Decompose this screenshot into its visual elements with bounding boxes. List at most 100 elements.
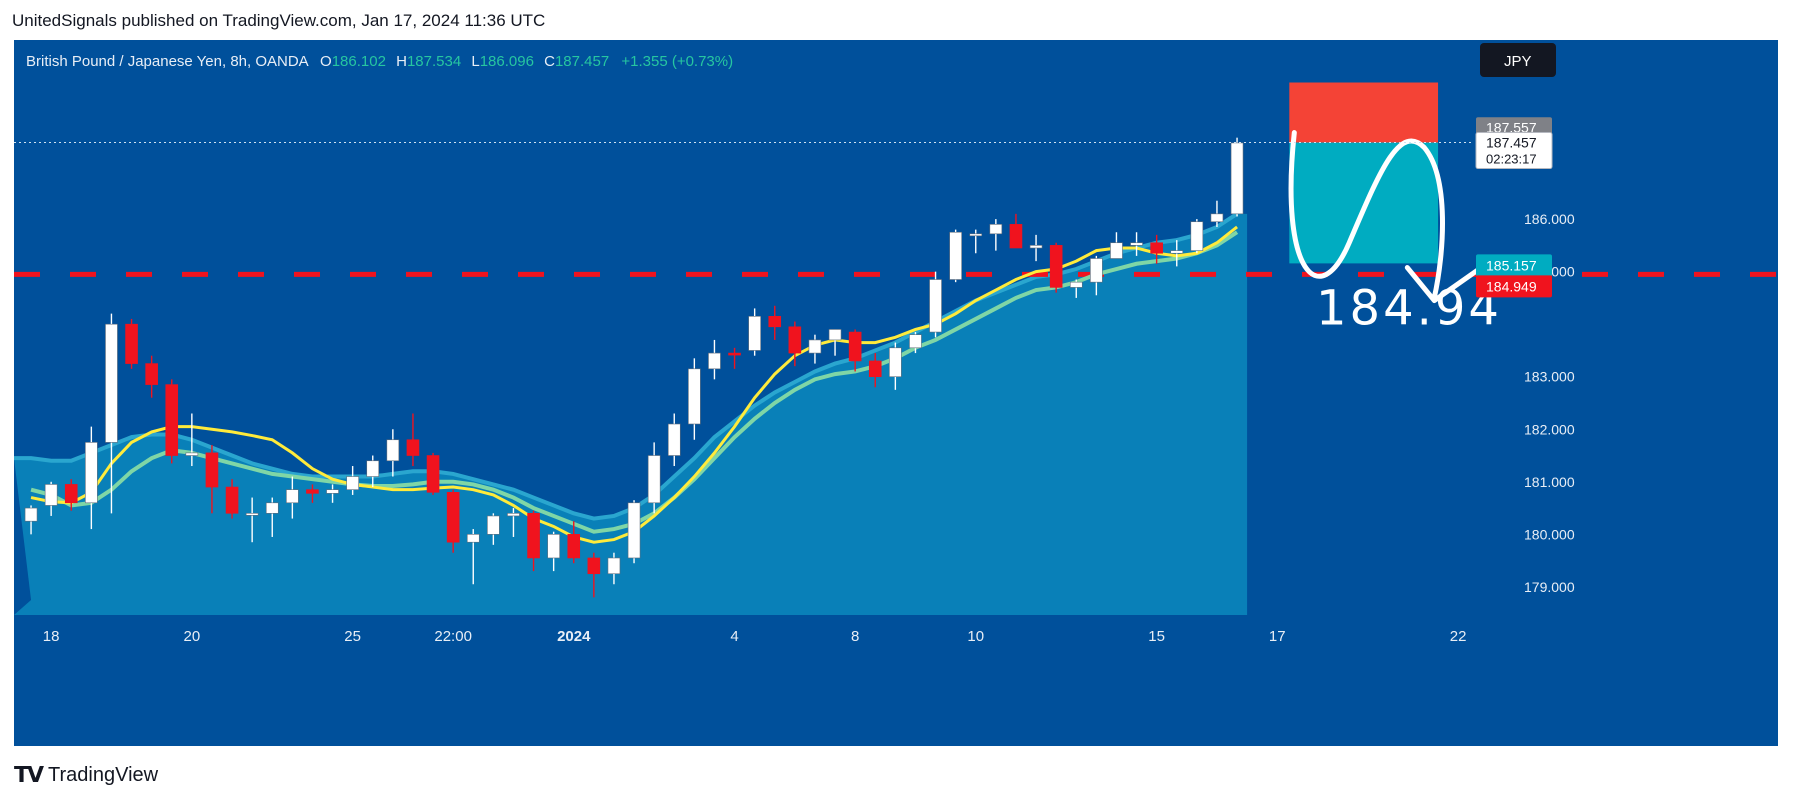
- candle-body: [386, 439, 400, 462]
- candle: [688, 358, 701, 440]
- tradingview-mark-icon: 𝗧𝗩: [14, 762, 44, 787]
- brand-name: TradingView: [48, 763, 159, 786]
- candle: [24, 505, 38, 535]
- x-tick-label: 17: [1269, 628, 1286, 645]
- candle-body: [105, 323, 118, 443]
- candle: [1230, 137, 1244, 217]
- chart-panel[interactable]: 184.94 179.000 180.000 181.000 182.000 183.00…: [14, 40, 1778, 746]
- x-tick-label: 22:00: [434, 628, 472, 645]
- currency-badge[interactable]: JPY: [1480, 43, 1556, 77]
- candle-body: [708, 352, 721, 370]
- candle: [125, 318, 138, 369]
- open-value: 186.102: [331, 53, 386, 70]
- candle: [205, 445, 219, 514]
- y-tick-label: 186.000: [1524, 211, 1575, 227]
- candle-body: [909, 334, 922, 349]
- candle: [748, 308, 761, 356]
- candle: [647, 442, 661, 514]
- candle: [426, 452, 440, 495]
- candle: [346, 466, 359, 495]
- y-tick-label: 179.000: [1524, 579, 1575, 595]
- candle-body: [1029, 245, 1043, 249]
- candle-body: [587, 557, 601, 575]
- candle-body: [527, 513, 540, 559]
- wave-arrow-head-icon: [1404, 265, 1484, 304]
- candle: [306, 484, 319, 503]
- candle-body: [768, 315, 782, 328]
- candlestick-chart[interactable]: 184.94 179.000 180.000 181.000 182.000 183.00…: [14, 40, 1778, 746]
- candle: [386, 429, 400, 477]
- candle: [929, 271, 942, 338]
- close-value: 187.457: [554, 53, 610, 70]
- candle-body: [1210, 213, 1224, 223]
- high-value: 187.534: [406, 53, 462, 70]
- candle-body: [326, 489, 339, 494]
- currency-badge-text: JPY: [1504, 53, 1532, 70]
- stop-loss-zone: [1289, 82, 1439, 143]
- candle-body: [245, 513, 259, 516]
- candle-body: [1069, 281, 1083, 288]
- candle: [487, 513, 500, 545]
- candle-body: [507, 513, 520, 517]
- support-price-tag-text: 184.949: [1486, 278, 1537, 294]
- support-price-tag-box: [1476, 275, 1552, 298]
- candle-body: [748, 315, 761, 351]
- candle-body: [165, 384, 179, 456]
- candle-body: [185, 452, 199, 456]
- candle: [265, 497, 279, 537]
- candle: [446, 489, 460, 553]
- candle: [245, 497, 259, 543]
- candle: [185, 413, 199, 467]
- candle: [708, 339, 721, 380]
- candle: [607, 552, 621, 585]
- candle-body: [406, 439, 420, 456]
- candle: [567, 521, 581, 564]
- candle-body: [426, 455, 440, 493]
- candle-body: [1150, 242, 1163, 254]
- low-value: 186.096: [479, 53, 534, 70]
- time-axis-pane: [14, 615, 1778, 746]
- x-tick-label: 22: [1450, 628, 1467, 645]
- candle-body: [145, 363, 158, 385]
- candle-body: [989, 224, 1003, 235]
- candle: [868, 353, 882, 388]
- candle: [989, 219, 1003, 251]
- candle: [1110, 232, 1123, 259]
- candle-body: [889, 347, 902, 378]
- countdown-text: 02:23:17: [1486, 152, 1537, 167]
- x-tick-label: 4: [730, 628, 738, 645]
- candle: [1190, 219, 1204, 254]
- x-tick-label: 10: [967, 628, 984, 645]
- y-tick-label: 182.000: [1524, 421, 1575, 437]
- candle-body: [1090, 258, 1103, 283]
- x-tick-label: 2024: [557, 628, 591, 645]
- candle-body: [44, 484, 58, 506]
- candle: [1090, 255, 1103, 296]
- take-profit-zone: [1289, 142, 1439, 264]
- target-price-tag-text: 185.157: [1486, 257, 1537, 273]
- candle: [848, 329, 862, 372]
- x-tick-label: 18: [43, 628, 60, 645]
- publisher-header: UnitedSignals published on TradingView.c…: [12, 11, 546, 30]
- area-band: [14, 213, 1248, 615]
- x-tick-label: 15: [1148, 628, 1165, 645]
- symbol-label[interactable]: British Pound / Japanese Yen, 8h, OANDA: [26, 53, 308, 70]
- wave-arrow-path: [1288, 130, 1446, 301]
- candle-body: [125, 323, 138, 364]
- candle-body: [547, 534, 560, 559]
- currency-badge-box: [1480, 43, 1556, 77]
- candle-body: [728, 352, 741, 356]
- open-label: O: [320, 53, 332, 70]
- candle-body: [24, 507, 38, 522]
- candle-body: [1230, 142, 1244, 215]
- candle: [627, 500, 641, 564]
- tradingview-logo[interactable]: 𝗧𝗩 TradingView: [14, 762, 158, 788]
- x-tick-label: 20: [184, 628, 201, 645]
- candle-body: [788, 326, 802, 354]
- candle-body: [868, 360, 882, 378]
- candle-body: [225, 486, 239, 514]
- candle-body: [1170, 250, 1184, 254]
- candle-body: [949, 231, 962, 280]
- candle-body: [567, 534, 581, 559]
- candle: [507, 508, 520, 537]
